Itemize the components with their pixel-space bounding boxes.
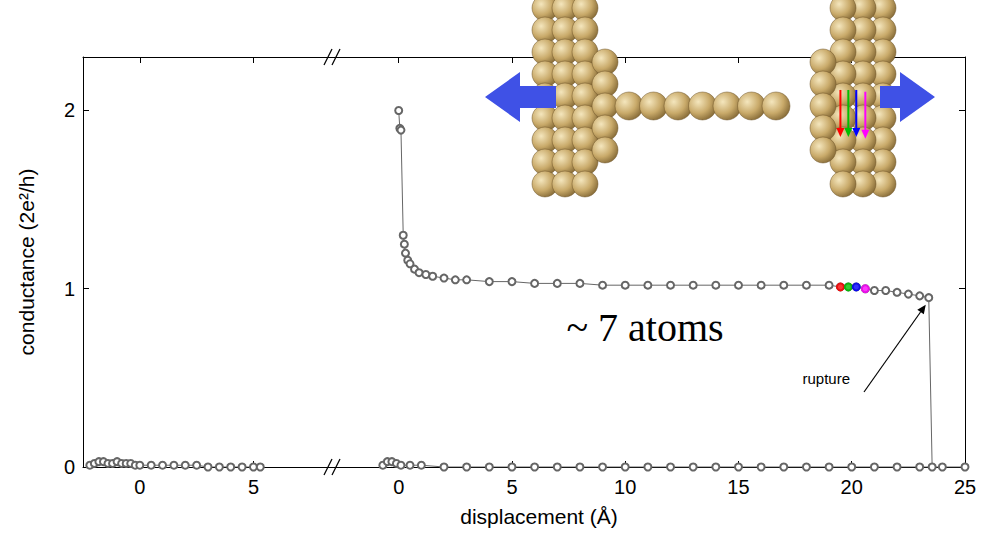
svg-text:15: 15: [727, 476, 749, 498]
svg-text:0: 0: [134, 476, 145, 498]
svg-text:10: 10: [614, 476, 636, 498]
svg-text:displacement (Å): displacement (Å): [460, 505, 618, 528]
svg-text:20: 20: [841, 476, 863, 498]
svg-text:0: 0: [64, 456, 75, 478]
svg-text:rupture: rupture: [802, 370, 850, 387]
svg-text:0: 0: [393, 476, 404, 498]
svg-text:1: 1: [64, 278, 75, 300]
svg-text:25: 25: [954, 476, 976, 498]
svg-text:5: 5: [248, 476, 259, 498]
svg-text:conductance (2e²/h): conductance (2e²/h): [15, 169, 38, 356]
svg-text:5: 5: [506, 476, 517, 498]
svg-text:2: 2: [64, 99, 75, 121]
svg-text:~ 7 atoms: ~ 7 atoms: [566, 305, 723, 350]
